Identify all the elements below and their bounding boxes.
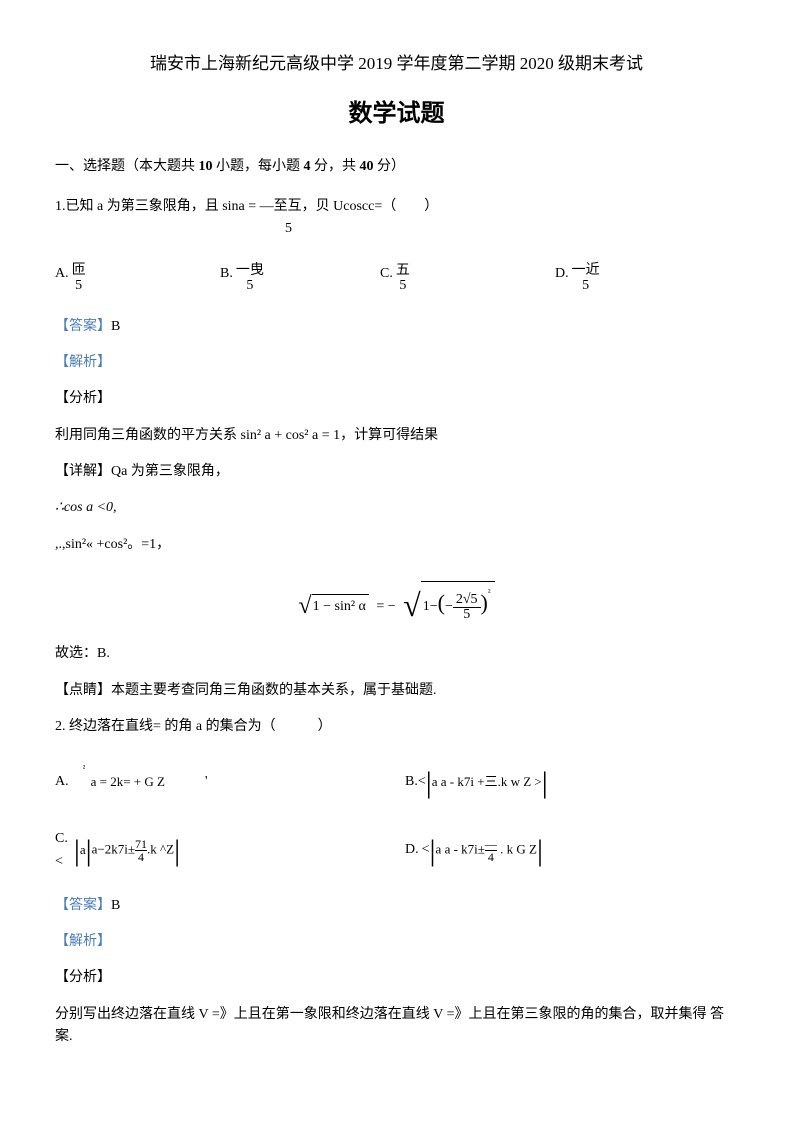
- q2-answer: 【答案】B: [55, 895, 738, 917]
- q1-denom: 5: [285, 218, 738, 240]
- q2-analysis-tag: 【解析】: [55, 931, 738, 953]
- q2-fenxi-text: 分别写出终边落在直线 V =》上且在第一象限和终边落在直线 V =》上且在第三象…: [55, 1004, 738, 1049]
- option-a: A. 匝 5: [55, 263, 220, 294]
- q1-sin-line: ,.,sin²« +cos²。=1，: [55, 534, 738, 556]
- q1-analysis-tag: 【解析】: [55, 352, 738, 374]
- section-heading: 一、选择题（本大题共 10 小题，每小题 4 分，共 40 分）: [55, 156, 738, 178]
- q1-xiangjie: 【详解】Qa 为第三象限角，: [55, 461, 738, 483]
- option-c: C. 五 5: [380, 263, 555, 294]
- option-c-q2: C.< | a | a−2k7i±714.k ^Z |: [55, 827, 405, 875]
- option-d-q2: D. < | a a - k7i±—4 . k G Z |: [405, 827, 543, 875]
- q2-fenxi-tag: 【分析】: [55, 967, 738, 989]
- q1-formula: √1 − sin² α = − √1−(−2√55)²: [55, 574, 738, 625]
- option-b-q2: B.< | a a - k7i +三.k w Z > |: [405, 759, 548, 807]
- q2-options: A. ² a = 2k= + G Z ' B.< | a a - k7i +三.…: [55, 759, 738, 875]
- question-1: 1.已知 a 为第三象限角，且 sina = —至互，贝 Ucoscc=（ ） …: [55, 196, 738, 241]
- exam-title: 数学试题: [55, 95, 738, 133]
- school-title: 瑞安市上海新纪元高级中学 2019 学年度第二学期 2020 级期末考试: [55, 50, 738, 77]
- q1-cos-line: ∴cos a <0,: [55, 497, 738, 519]
- q1-guxuan: 故选：B.: [55, 643, 738, 665]
- q1-answer: 【答案】B: [55, 316, 738, 338]
- q1-dianjing: 【点睛】本题主要考查同角三角函数的基本关系，属于基础题.: [55, 680, 738, 702]
- option-d: D. 一近 5: [555, 263, 600, 294]
- q1-fenxi-text: 利用同角三角函数的平方关系 sin² a + cos² a = 1，计算可得结果: [55, 425, 738, 447]
- question-2: 2. 终边落在直线= 的角 a 的集合为（ ）: [55, 716, 738, 738]
- q1-fenxi-tag: 【分析】: [55, 388, 738, 410]
- q1-options: A. 匝 5 B. 一曳 5 C. 五 5 D. 一近 5: [55, 263, 738, 294]
- option-a-q2: A. ² a = 2k= + G Z ': [55, 759, 405, 807]
- q1-text: 1.已知 a 为第三象限角，且 sina = —至互，贝 Ucoscc=（ ）: [55, 196, 738, 218]
- option-b: B. 一曳 5: [220, 263, 380, 294]
